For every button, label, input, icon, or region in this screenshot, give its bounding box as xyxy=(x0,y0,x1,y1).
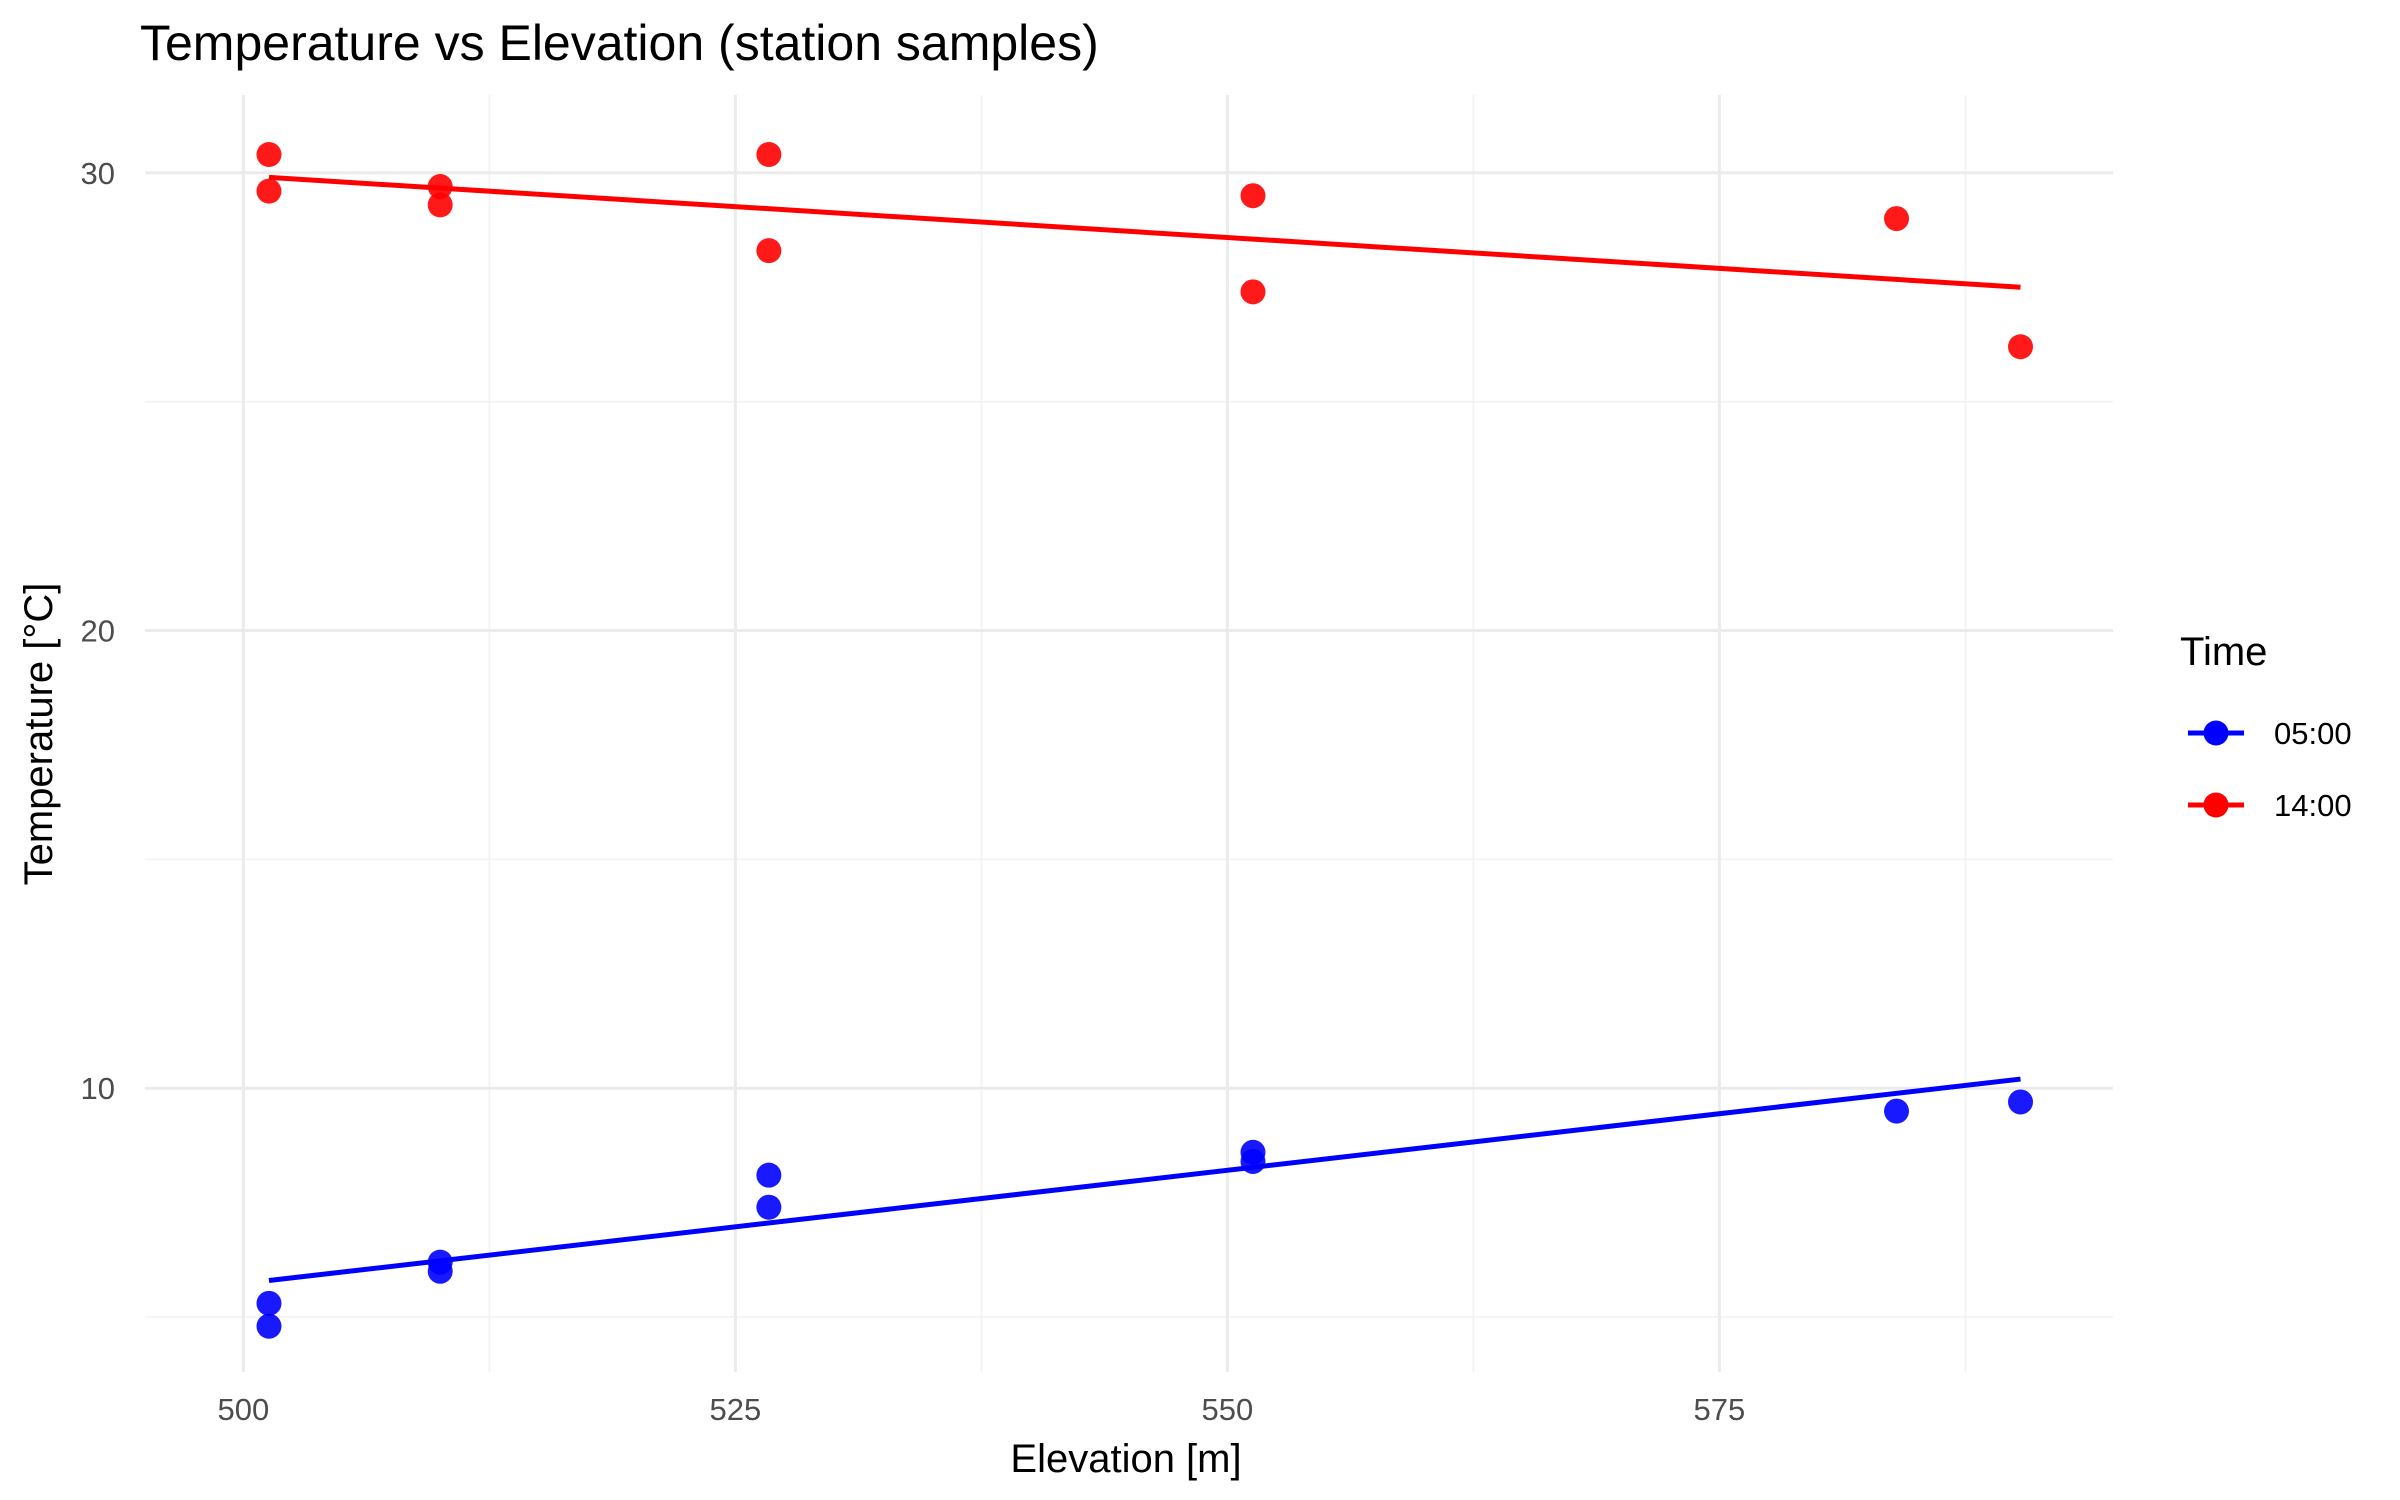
regression-lines xyxy=(268,174,2021,1283)
legend-label: 05:00 xyxy=(2274,716,2352,751)
data-point-0500 xyxy=(1240,1148,1266,1174)
x-tick-label: 575 xyxy=(1694,1392,1746,1427)
x-axis-ticks: 500 525 550 575 xyxy=(218,1392,1746,1427)
legend-item-0500: 05:00 xyxy=(2188,716,2352,751)
data-points xyxy=(256,142,2034,1339)
chart-title: Temperature vs Elevation (station sample… xyxy=(140,15,1099,71)
data-point-1400 xyxy=(256,142,282,168)
data-point-0500 xyxy=(756,1194,782,1220)
legend-key-point xyxy=(2203,720,2229,746)
fit-line-1400 xyxy=(268,174,2021,290)
fit-line-0500 xyxy=(268,1076,2021,1283)
data-point-0500 xyxy=(256,1313,282,1339)
data-point-1400 xyxy=(756,238,782,264)
data-point-1400 xyxy=(427,192,453,218)
grid xyxy=(145,95,2113,1372)
data-point-1400 xyxy=(256,178,282,204)
y-axis-ticks: 10 20 30 xyxy=(81,156,115,1106)
data-point-1400 xyxy=(1884,206,1910,232)
data-point-1400 xyxy=(756,142,782,168)
x-axis-title: Elevation [m] xyxy=(1010,1437,1241,1481)
data-point-1400 xyxy=(427,174,453,200)
y-tick-label: 30 xyxy=(81,156,115,191)
x-tick-label: 500 xyxy=(218,1392,270,1427)
legend-item-1400: 14:00 xyxy=(2188,788,2352,823)
legend-title: Time xyxy=(2180,630,2267,674)
data-point-1400 xyxy=(1240,279,1266,305)
x-tick-label: 525 xyxy=(710,1392,762,1427)
legend: Time 05:00 14:00 xyxy=(2180,630,2352,823)
legend-key-point xyxy=(2203,792,2229,818)
y-axis-title: Temperature [°C] xyxy=(17,583,61,886)
data-point-0500 xyxy=(2008,1089,2034,1115)
data-point-0500 xyxy=(256,1290,282,1316)
data-point-1400 xyxy=(2008,334,2034,360)
data-point-1400 xyxy=(1240,183,1266,209)
y-tick-label: 10 xyxy=(81,1071,115,1106)
data-point-0500 xyxy=(756,1162,782,1188)
legend-items: 05:00 14:00 xyxy=(2188,716,2352,823)
data-point-0500 xyxy=(1884,1098,1910,1124)
y-tick-label: 20 xyxy=(81,614,115,649)
legend-label: 14:00 xyxy=(2274,788,2352,823)
data-point-0500 xyxy=(427,1258,453,1284)
x-tick-label: 550 xyxy=(1202,1392,1254,1427)
